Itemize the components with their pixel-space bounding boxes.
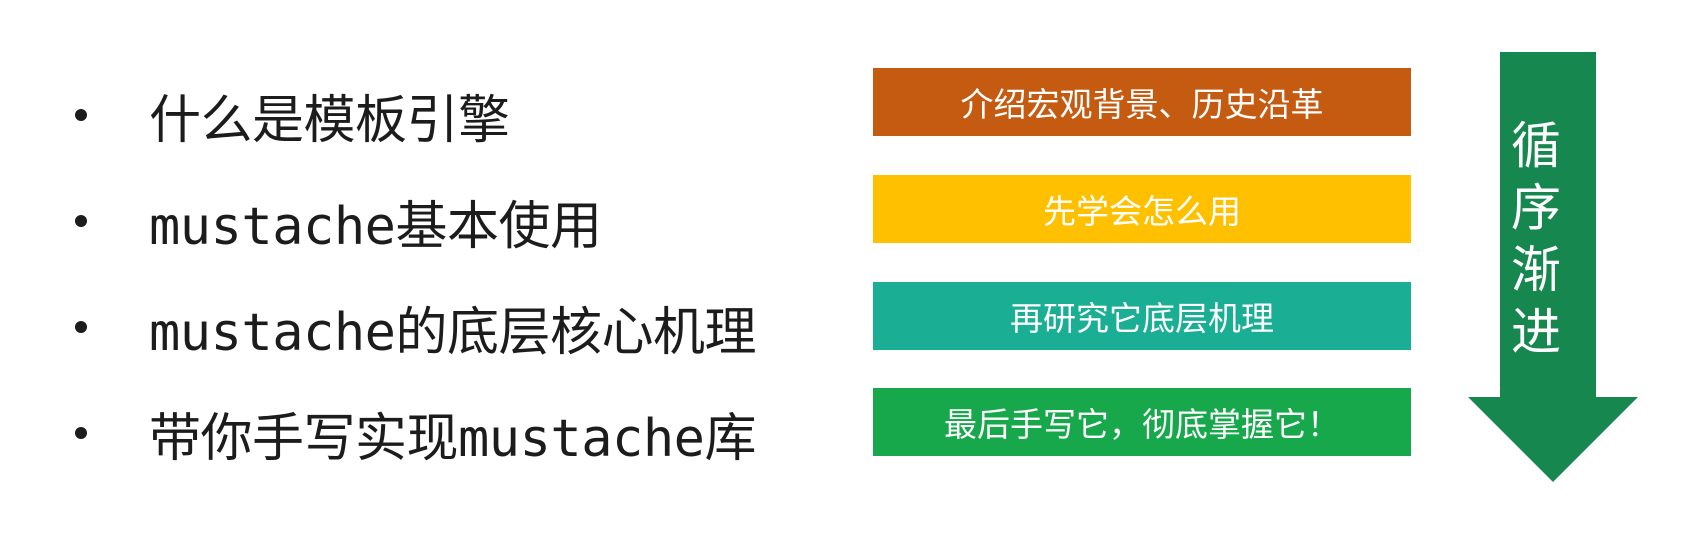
tag-label: 最后手写它，彻底掌握它！	[944, 405, 1340, 444]
topic-item-4: 带你手写实现mustache库	[75, 380, 756, 486]
tag-label: 先学会怎么用	[1043, 192, 1241, 231]
down-arrow-shape	[1468, 52, 1638, 482]
bullet-dot-icon	[75, 109, 87, 121]
tag-label: 再研究它底层机理	[1010, 299, 1274, 338]
down-arrow-icon	[1468, 52, 1638, 482]
tag-label: 介绍宏观背景、历史沿革	[960, 85, 1324, 124]
topic-list: 什么是模板引擎 mustache基本使用 mustache的底层核心机理 带你手…	[75, 62, 756, 486]
bullet-dot-icon	[75, 321, 87, 333]
topic-item-1: 什么是模板引擎	[75, 62, 756, 168]
tag-bar-usage: 先学会怎么用	[873, 175, 1411, 243]
arrow-label: 循 序 渐 进	[1511, 117, 1561, 361]
topic-text: 什么是模板引擎	[149, 90, 510, 151]
tag-bar-mechanism: 再研究它底层机理	[873, 282, 1411, 350]
bullet-dot-icon	[75, 215, 87, 227]
tag-bar-handwrite: 最后手写它，彻底掌握它！	[873, 388, 1411, 456]
bullet-dot-icon	[75, 427, 87, 439]
topic-item-2: mustache基本使用	[75, 168, 756, 274]
topic-text: mustache的底层核心机理	[149, 302, 756, 363]
topic-text: mustache基本使用	[149, 196, 602, 257]
tag-bar-background: 介绍宏观背景、历史沿革	[873, 68, 1411, 136]
topic-text: 带你手写实现mustache库	[149, 408, 756, 469]
topic-item-3: mustache的底层核心机理	[75, 274, 756, 380]
